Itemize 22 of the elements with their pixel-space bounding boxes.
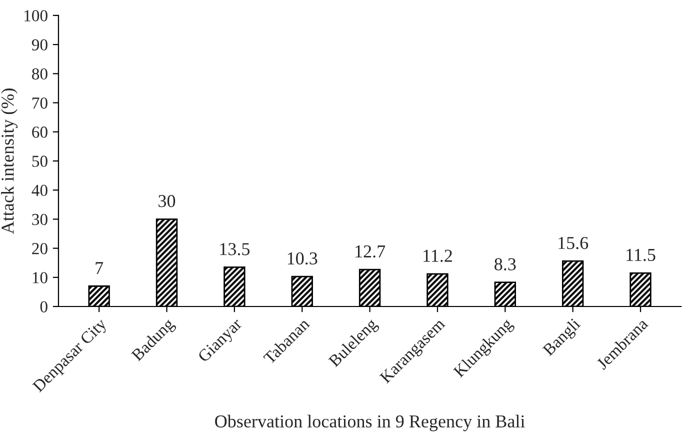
y-tick-label: 40 <box>32 184 48 196</box>
data-label: 30 <box>158 194 176 208</box>
y-tick-label: 90 <box>32 39 48 50</box>
y-axis-title: Attack intensity (%) <box>1 88 18 234</box>
y-tick-label: 80 <box>32 68 48 80</box>
x-axis-title: Observation locations in 9 Regency in Bali <box>215 414 525 432</box>
y-tick-label: 0 <box>40 301 48 312</box>
data-label: 7 <box>96 262 104 274</box>
y-tick-label: 10 <box>32 272 48 284</box>
y-tick-label: 30 <box>32 214 48 226</box>
y-tick-label: 60 <box>32 126 48 138</box>
data-label: 12.7 <box>356 245 386 258</box>
data-label: 11.5 <box>626 248 656 262</box>
y-tick-label: 70 <box>32 97 48 109</box>
y-tick-label: 100 <box>24 10 48 22</box>
y-tick-label: 20 <box>32 242 48 254</box>
data-label: 8.3 <box>494 258 516 270</box>
data-label: 13.5 <box>220 243 250 256</box>
data-label: 11.2 <box>424 250 452 262</box>
data-label: 10.3 <box>288 252 318 265</box>
y-tick-label: 50 <box>32 156 48 167</box>
data-label: 15.6 <box>558 236 588 250</box>
